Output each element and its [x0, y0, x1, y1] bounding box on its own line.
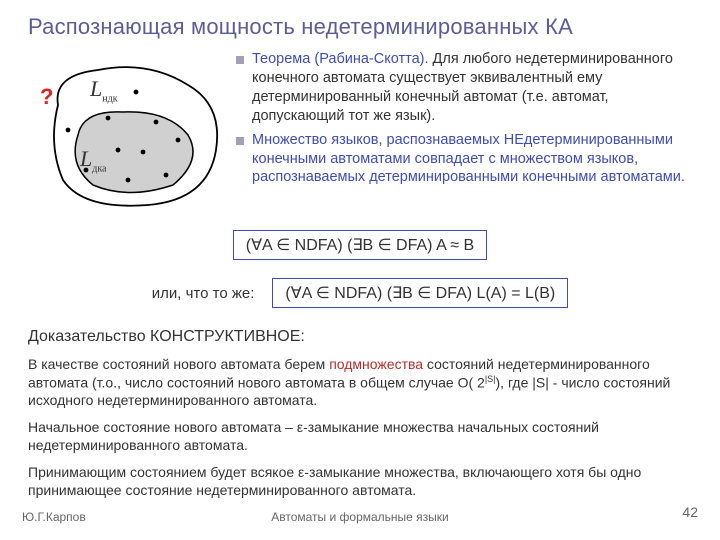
proof-paragraph-3: Принимающим состоянием будет всякое ε-за…	[28, 464, 692, 499]
proof-paragraph-2: Начальное состояние нового автомата – ε-…	[28, 419, 692, 454]
theorem-paragraph: Теорема (Рабина-Скотта). Для любого неде…	[236, 50, 692, 125]
proof-paragraph-1: В качестве состояний нового автомата бер…	[28, 356, 692, 409]
bullet-icon	[236, 56, 244, 64]
corollary-paragraph: Множество языков, распознаваемых НЕдетер…	[236, 131, 692, 185]
theorem-name: Теорема (Рабина-Скотта).	[252, 51, 429, 67]
or-label: или, что то же:	[152, 285, 255, 302]
inner-label: Lдка	[80, 146, 106, 174]
corollary-text: Множество языков, распознаваемых НЕдетер…	[252, 131, 692, 185]
slide-title: Распознающая мощность недетерминированны…	[28, 14, 692, 40]
formula-2: (∀A ∈ NDFA) (∃B ∈ DFA) L(A) = L(B)	[272, 278, 568, 308]
footer-title: Автоматы и формальные языки	[0, 510, 720, 524]
formula-1: (∀A ∈ NDFA) (∃B ∈ DFA) A ≈ B	[233, 230, 487, 260]
venn-diagram: ? Lндк Lдка	[28, 50, 228, 220]
bullet-icon	[236, 137, 244, 145]
question-mark: ?	[40, 84, 53, 110]
proof-heading: Доказательство КОНСТРУКТИВНОЕ:	[28, 328, 692, 346]
footer-page: 42	[682, 504, 698, 520]
outer-label: Lндк	[90, 76, 118, 104]
